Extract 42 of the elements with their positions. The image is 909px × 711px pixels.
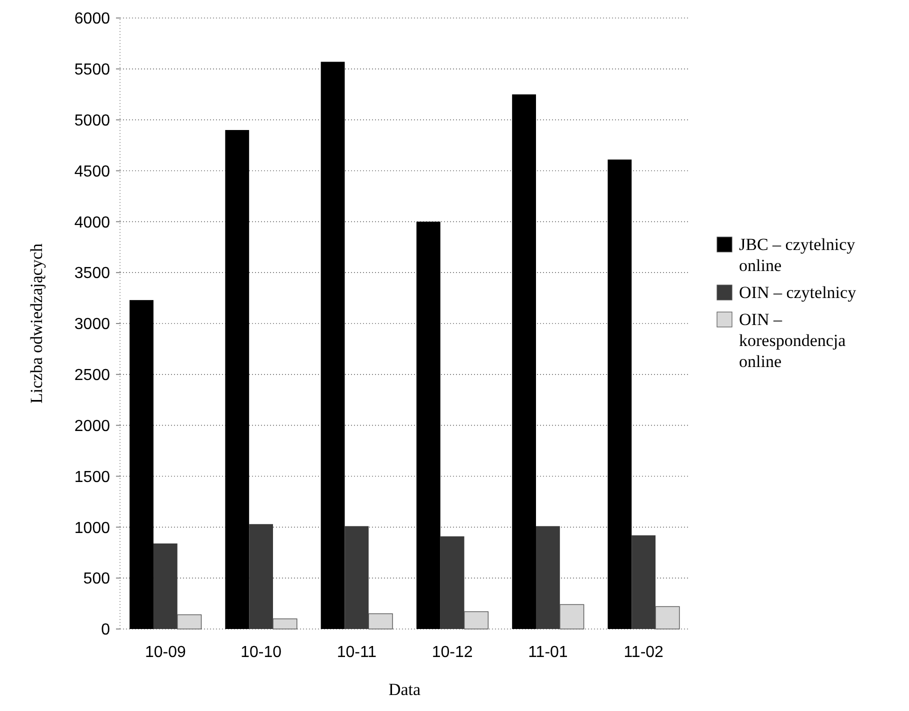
y-tick-label: 4500 (74, 163, 110, 180)
bar (177, 614, 202, 630)
y-tick-label: 4000 (74, 214, 110, 232)
bar (320, 62, 345, 629)
y-tick-label: 5000 (74, 112, 110, 130)
bar (536, 526, 560, 629)
y-tick-label: 5500 (74, 62, 110, 79)
y-tick-label: 0 (101, 622, 110, 639)
bar (608, 160, 632, 629)
bar (416, 222, 440, 629)
y-tick-label: 2500 (74, 367, 110, 384)
y-tick-label: 1000 (74, 520, 110, 537)
bar (560, 604, 584, 630)
x-tick-label: 10-11 (336, 644, 377, 661)
y-tick-label: 2000 (74, 418, 110, 435)
x-tick-label: 11-01 (528, 644, 568, 661)
bar (512, 94, 536, 629)
x-tick-label: 11-02 (624, 644, 664, 661)
bar (440, 536, 464, 629)
legend-label: JBC – czytelnicy online (739, 235, 856, 275)
bar (632, 535, 656, 629)
legend-label: OIN – czytelnicy (739, 283, 857, 302)
y-tick-label: 1500 (74, 468, 110, 486)
bar (344, 526, 369, 629)
bar (249, 524, 274, 629)
x-tick-label: 10-12 (432, 644, 473, 661)
y-tick-label: 3500 (74, 265, 110, 282)
bar (272, 618, 298, 630)
y-tick-label: 3000 (74, 316, 110, 334)
bar (464, 611, 489, 630)
x-tick-label: 10-09 (144, 644, 186, 661)
x-tick-label: 10-10 (240, 644, 282, 661)
bar (130, 300, 154, 629)
bar (368, 613, 393, 630)
y-axis-title: Liczba odwiedzających (27, 243, 46, 404)
x-axis-title: Data (388, 680, 421, 699)
bar (225, 130, 250, 629)
y-tick-label: 500 (83, 570, 110, 588)
bar (655, 606, 680, 630)
y-tick-label: 6000 (74, 10, 110, 28)
legend-label: OIN – korespondencja online (739, 310, 846, 371)
bar (153, 543, 178, 629)
